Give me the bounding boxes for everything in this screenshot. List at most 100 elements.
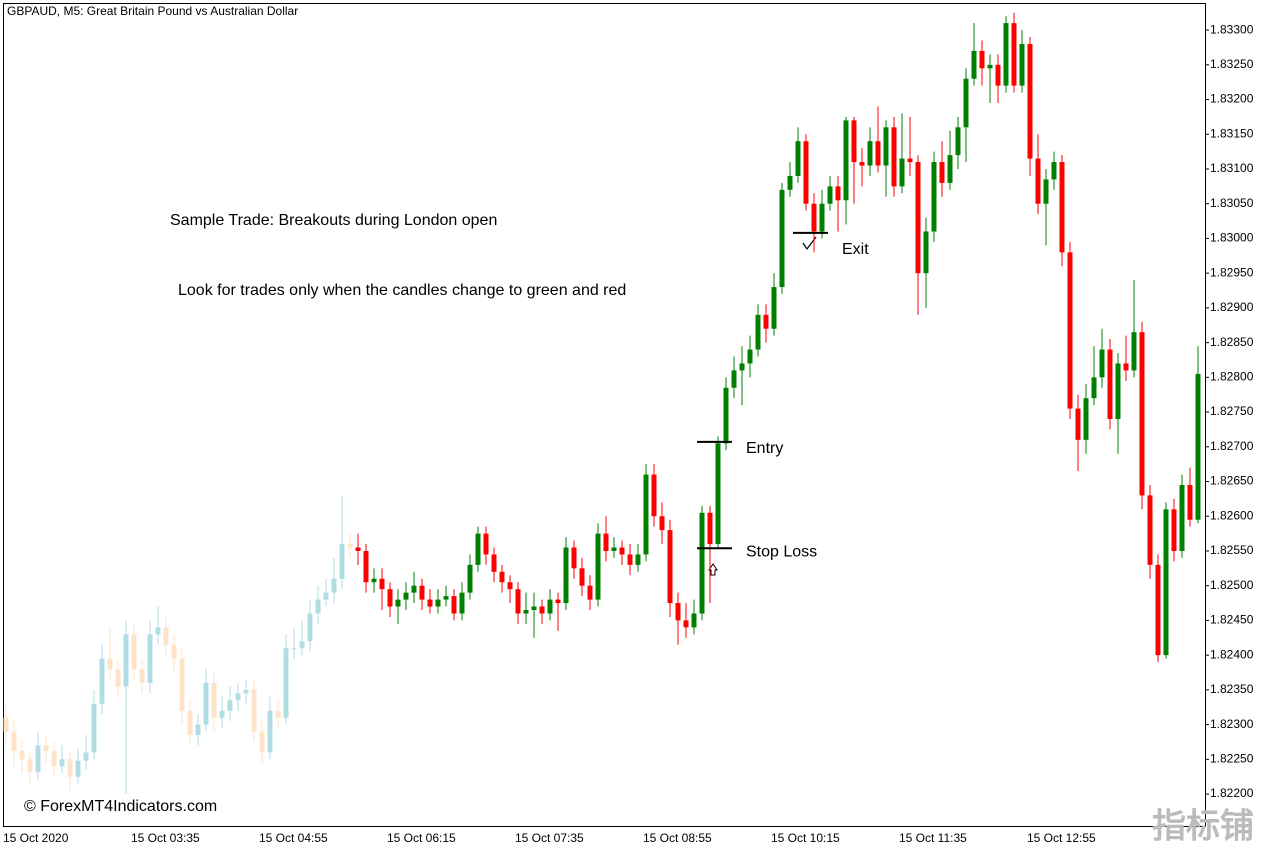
candle-body [291,648,297,650]
x-tick-label: 15 Oct 10:15 [771,831,840,845]
candle-body [187,710,193,736]
annotation: Sample Trade: Breakouts during London op… [170,212,497,229]
candle-body [611,547,617,551]
candle-body [1019,43,1025,86]
x-tick-label: 15 Oct 11:35 [899,831,967,845]
candle-body [1083,398,1089,440]
candle-body [763,314,769,329]
candle-body [691,613,697,628]
candle-body [947,155,953,183]
candle-body [115,669,121,687]
candle-body [1187,484,1193,520]
candle-body [323,592,329,600]
candle-body [851,120,857,163]
candle-body [1051,162,1057,180]
candle-body [795,141,801,176]
candle-body [27,759,33,772]
candle-body [211,682,217,718]
candle-body [843,120,849,201]
candle-body [227,700,233,711]
candle-body [995,64,1001,86]
candle-body [483,533,489,555]
candle-body [835,186,841,201]
y-tick-label: 1.82400 [1210,647,1254,661]
candle-body [867,141,873,166]
candle-body [1091,377,1097,399]
trade-level-label: Entry [746,440,783,457]
candle-body [747,349,753,364]
candle-body [1003,23,1009,86]
candle-body [971,50,977,79]
y-tick-label: 1.82950 [1210,265,1254,279]
y-tick-label: 1.82700 [1210,439,1254,453]
y-tick-label: 1.82550 [1210,543,1254,557]
candle-body [395,599,401,607]
candle-body [683,620,689,628]
y-tick-label: 1.83200 [1210,92,1254,106]
candle-body [563,547,569,604]
candle-body [899,158,905,187]
candle-body [1179,484,1185,551]
chart-title: GBPAUD, M5: Great Britain Pound vs Austr… [7,4,298,18]
candle-body [1155,564,1161,656]
candle-body [435,599,441,607]
candle-body [1107,349,1113,420]
candle-body [939,162,945,183]
candle-body [1011,23,1017,86]
candle-body [667,530,673,604]
candle-body [235,693,241,701]
candle-body [915,162,921,274]
annotation: Look for trades only when the candles ch… [178,282,626,299]
watermark: 指标铺 [1152,807,1254,847]
candle-body [827,186,833,204]
candle-body [171,644,177,659]
candle-body [35,745,41,772]
candle-body [363,550,369,583]
x-tick-label: 15 Oct 12:55 [1027,831,1096,845]
candle-body [1035,158,1041,204]
candle-body [595,533,601,600]
candle-body [931,162,937,232]
y-tick-label: 1.82250 [1210,751,1254,765]
candle-body [1163,509,1169,656]
candle-body [139,669,145,683]
candle-body [1123,363,1129,371]
candle-body [587,585,593,600]
candle-body [419,585,425,600]
candle-body [331,578,337,593]
candle-body [1059,162,1065,253]
candle-body [787,175,793,190]
y-tick-label: 1.83100 [1210,161,1254,175]
candle-body [811,203,817,232]
candle-body [451,596,457,614]
candle-body [739,363,745,371]
candle-body [699,512,705,614]
x-tick-label: 15 Oct 04:55 [259,831,328,845]
candle-body [59,759,65,767]
candle-body [67,759,73,777]
candle-body [379,578,385,590]
y-tick-label: 1.82600 [1210,508,1254,522]
candle-body [883,127,889,166]
candle-body [155,627,161,635]
check-icon [802,236,817,251]
candle-body [987,64,993,69]
candle-body [1043,179,1049,204]
candle-body [99,658,105,704]
candle-body [91,703,97,753]
candle-body [531,606,537,611]
candle-body [627,554,633,565]
candle-body [1195,373,1201,520]
candle-body [123,634,129,687]
candle-body [299,641,305,649]
candle-body [659,516,665,531]
candle-body [523,610,529,614]
candle-body [963,78,969,128]
candle-body [203,682,209,725]
x-tick-label: 15 Oct 06:15 [387,831,456,845]
candle-body [651,474,657,517]
y-tick-label: 1.82800 [1210,370,1254,384]
candle-body [43,745,49,751]
candle-body [1139,332,1145,496]
